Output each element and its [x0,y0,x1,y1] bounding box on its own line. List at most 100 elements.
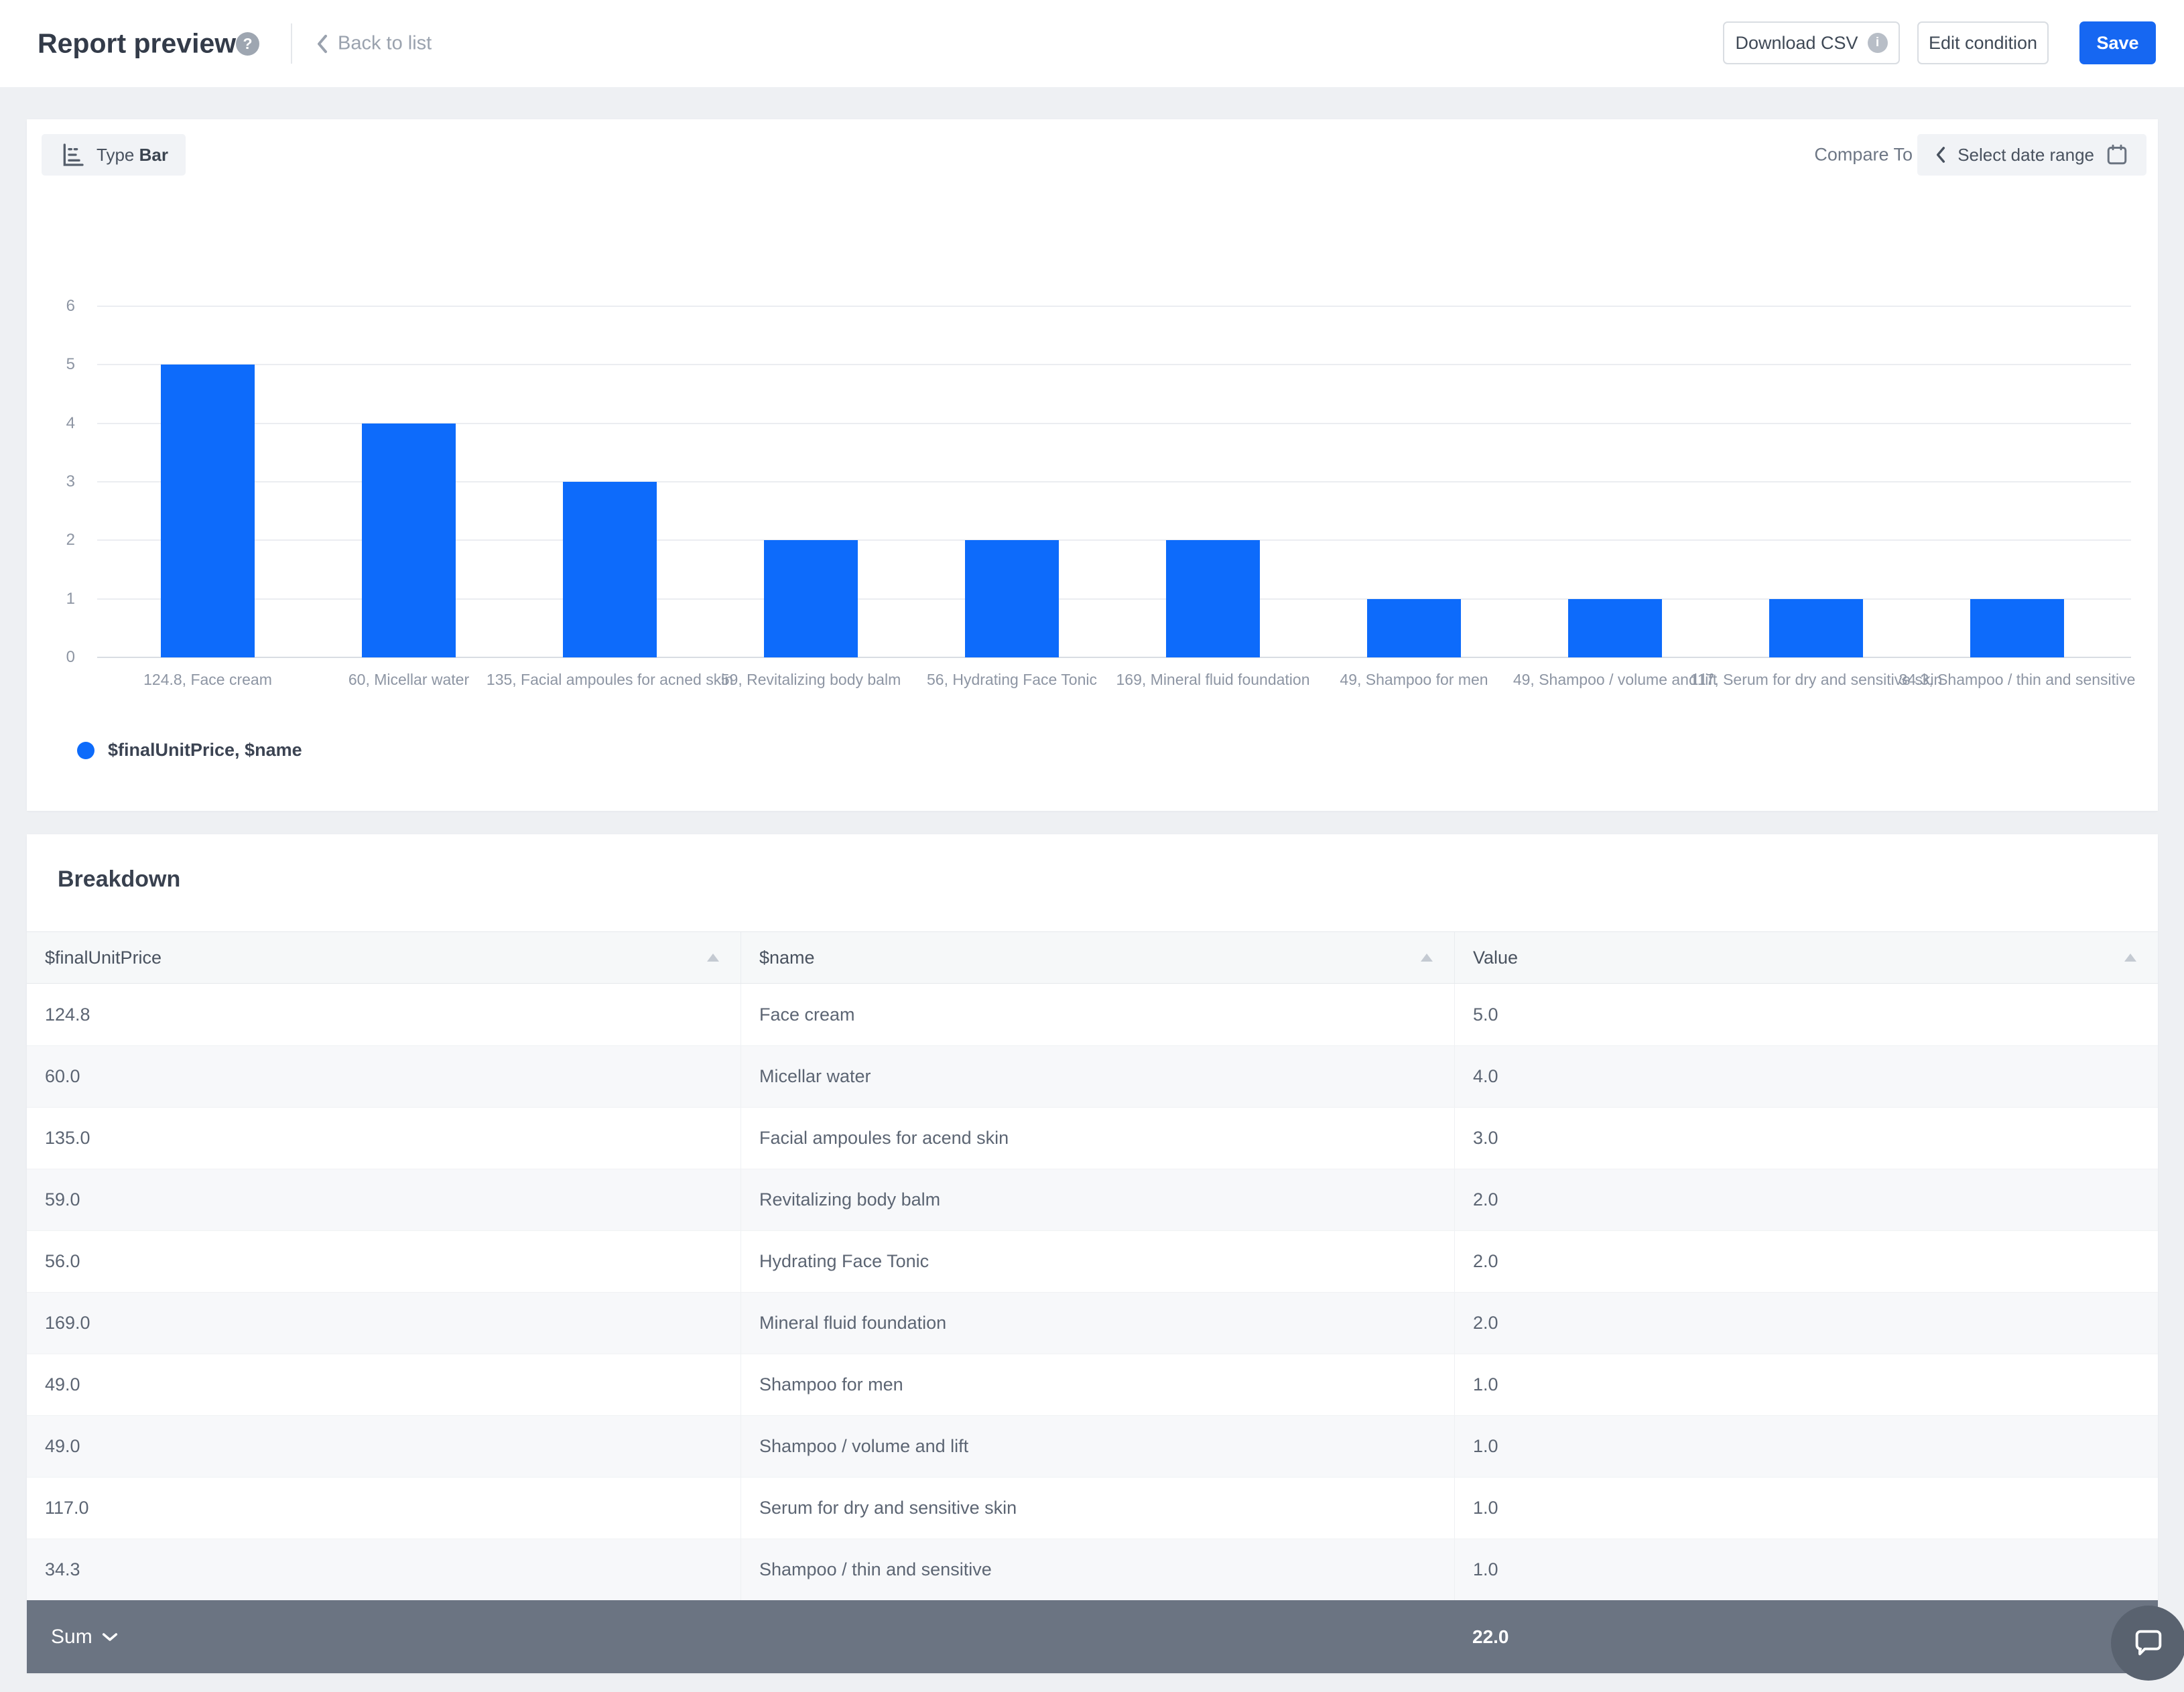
table-footer: Sum 22.0 [27,1600,2158,1673]
y-axis-tick-label: 5 [66,355,75,374]
chart-bar[interactable] [764,540,858,657]
cell-value: 2.0 [1454,1293,2158,1354]
x-axis-tick-label: 135, Facial ampoules for acned skin [486,671,734,688]
chart-bar[interactable] [161,365,255,657]
cell-name: Shampoo / volume and lift [741,1416,1454,1477]
x-axis-tick-label: 59, Revitalizing body balm [720,671,901,688]
chart-bar[interactable] [563,482,657,657]
chart-bar[interactable] [1970,598,2064,657]
table-row: 60.0 Micellar water 4.0 [27,1045,2158,1107]
download-csv-label: Download CSV [1735,32,1858,53]
column-header-label: Value [1473,947,1519,968]
aggregate-dropdown[interactable]: Sum [51,1626,118,1648]
chart-type-selector[interactable]: Type Bar [42,134,186,176]
chart-bar[interactable] [1367,598,1461,657]
cell-name: Shampoo / thin and sensitive [741,1539,1454,1600]
table-row: 56.0 Hydrating Face Tonic 2.0 [27,1230,2158,1292]
help-icon[interactable]: ? [236,32,259,56]
chart-bar[interactable] [362,423,456,657]
aggregate-label: Sum [51,1625,92,1648]
cell-value: 2.0 [1454,1231,2158,1292]
back-to-list-link[interactable]: Back to list [315,33,432,55]
legend-marker [77,741,94,759]
cell-finalunitprice: 117.0 [45,1498,89,1518]
chart-bar[interactable] [1769,598,1863,657]
cell-finalunitprice: 124.8 [45,1004,90,1025]
save-button-label: Save [2096,32,2139,53]
legend-label: $finalUnitPrice, $name [108,740,302,760]
cell-value: 4.0 [1454,1046,2158,1107]
table-row: 34.3 Shampoo / thin and sensitive 1.0 [27,1539,2158,1600]
breakdown-table-body: 124.8 Face cream 5.0 60.0 Micellar water 4.0 1… [27,984,2158,1600]
date-range-placeholder: Select date range [1957,144,2094,165]
cell-finalunitprice: 56.0 [45,1251,80,1271]
breakdown-panel: Breakdown $finalUnitPrice $name Value 12… [27,834,2158,1673]
column-header-label: $finalUnitPrice [45,947,162,968]
chart-type-label: Type Bar [97,144,168,165]
cell-finalunitprice: 49.0 [45,1374,80,1394]
date-range-selector[interactable]: Select date range [1917,134,2146,176]
save-button[interactable]: Save [2079,21,2156,64]
column-header-label: $name [759,947,815,968]
table-row: 117.0 Serum for dry and sensitive skin 1.0 [27,1477,2158,1539]
cell-finalunitprice: 34.3 [45,1559,80,1579]
chart-panel: Type Bar Compare To Select date range 0 1… [27,119,2158,811]
chart-gridline [97,539,2131,541]
chart-gridline [97,306,2131,307]
back-to-list-label: Back to list [338,32,432,54]
column-header-value[interactable]: Value [1454,932,2158,983]
table-header-row: $finalUnitPrice $name Value [27,931,2158,984]
cell-name: Hydrating Face Tonic [741,1231,1454,1292]
cell-value: 1.0 [1454,1416,2158,1477]
chart-gridline [97,364,2131,366]
table-row: 49.0 Shampoo for men 1.0 [27,1354,2158,1415]
cell-finalunitprice: 135.0 [45,1128,90,1148]
bar-chart-plot: 0 1 2 3 4 5 6 124.8, Face cream 60, Micellar wat… [27,119,2158,811]
chart-gridline [97,598,2131,600]
y-axis-tick-label: 4 [66,413,75,432]
chart-gridline [97,422,2131,424]
x-axis-tick-label: 49, Shampoo for men [1340,671,1488,688]
breakdown-title: Breakdown [58,866,181,892]
cell-finalunitprice: 60.0 [45,1066,80,1086]
chat-button[interactable] [2111,1606,2184,1681]
chevron-left-icon [318,34,327,53]
chat-bubble-icon [2135,1630,2162,1656]
cell-finalunitprice: 59.0 [45,1189,80,1210]
cell-value: 1.0 [1454,1539,2158,1600]
chart-bar[interactable] [1568,598,1662,657]
calendar-icon [2107,144,2127,165]
page-header: Report preview ? Back to list Download C… [0,0,2184,87]
download-csv-button[interactable]: Download CSV i [1723,21,1900,64]
y-axis-tick-label: 3 [66,472,75,491]
chevron-down-icon [102,1632,117,1641]
table-row: 135.0 Facial ampoules for acend skin 3.0 [27,1107,2158,1169]
compare-to-label: Compare To [1814,144,1913,165]
sum-total-value: 22.0 [1472,1626,1509,1647]
edit-condition-label: Edit condition [1928,32,2038,53]
y-axis-tick-label: 0 [66,648,75,666]
table-row: 49.0 Shampoo / volume and lift 1.0 [27,1415,2158,1477]
cell-value: 5.0 [1454,984,2158,1045]
x-axis-tick-label: 124.8, Face cream [143,671,272,688]
x-axis-tick-label: 169, Mineral fluid foundation [1116,671,1310,688]
chart-bar[interactable] [965,540,1059,657]
edit-condition-button[interactable]: Edit condition [1917,21,2049,64]
cell-finalunitprice: 49.0 [45,1436,80,1456]
chart-gridline [97,481,2131,482]
table-row: 59.0 Revitalizing body balm 2.0 [27,1169,2158,1230]
cell-name: Revitalizing body balm [741,1169,1454,1230]
y-axis-tick-label: 6 [66,297,75,315]
chart-bar[interactable] [1166,540,1260,657]
sort-asc-icon[interactable] [2124,954,2136,962]
column-header-name[interactable]: $name [741,932,1454,983]
header-divider [291,23,292,64]
cell-name: Mineral fluid foundation [741,1293,1454,1354]
column-header-finalunitprice[interactable]: $finalUnitPrice [27,932,741,983]
sort-asc-icon[interactable] [707,954,719,962]
cell-name: Facial ampoules for acend skin [741,1108,1454,1169]
cell-name: Serum for dry and sensitive skin [741,1478,1454,1539]
x-axis-tick-label: 34.3, Shampoo / thin and sensitive [1899,671,2136,688]
sort-asc-icon[interactable] [1421,954,1433,962]
